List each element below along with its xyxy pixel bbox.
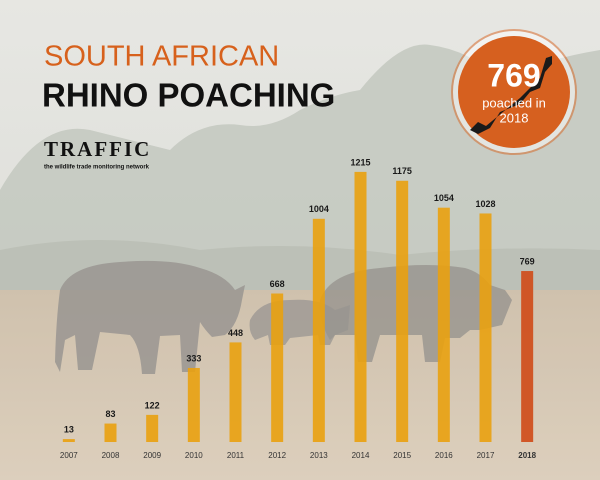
x-tick-label: 2016 [435, 451, 453, 460]
bar [437, 207, 450, 442]
x-tick-label: 2009 [143, 451, 161, 460]
x-tick-label: 2011 [227, 451, 245, 460]
bar [521, 271, 534, 442]
logo: TRAFFIC [44, 137, 151, 161]
x-tick-label: 2014 [352, 451, 370, 460]
chart-title: SOUTH AFRICAN [44, 41, 279, 73]
x-tick-label: 2007 [60, 451, 78, 460]
bar [479, 213, 492, 442]
bar [271, 293, 284, 442]
value-label: 448 [228, 328, 243, 338]
badge [458, 36, 570, 148]
mountains [0, 44, 600, 300]
logo-tagline: the wildlife trade monitoring network [44, 165, 150, 171]
value-label: 1215 [350, 157, 370, 167]
x-tick-label: 2017 [477, 451, 495, 460]
bar [187, 367, 200, 442]
value-label: 333 [186, 353, 201, 363]
value-label: 83 [105, 409, 115, 419]
rhino [55, 260, 245, 374]
x-tick-label: 2015 [393, 451, 411, 460]
badge-value: 769 [487, 57, 540, 93]
value-label: 1175 [392, 166, 412, 176]
badge-text: poached in [482, 95, 546, 110]
rhino [319, 265, 512, 362]
bar [229, 342, 242, 442]
value-label: 1004 [309, 204, 329, 214]
value-label: 1054 [434, 193, 454, 203]
x-tick-label: 2013 [310, 451, 328, 460]
value-label: 13 [64, 424, 74, 434]
x-tick-label: 2018 [518, 451, 536, 460]
bar [312, 218, 325, 442]
bar [354, 171, 367, 442]
bar [396, 180, 409, 443]
x-tick-label: 2008 [102, 451, 120, 460]
value-label: 122 [145, 400, 160, 410]
x-tick-label: 2012 [268, 451, 286, 460]
chart-subtitle: RHINO POACHING [42, 77, 335, 114]
bar [146, 414, 159, 442]
value-label: 668 [270, 279, 285, 289]
value-label: 1028 [475, 199, 495, 209]
badge-text: 2018 [500, 110, 529, 125]
value-label: 769 [520, 256, 535, 266]
bar [62, 439, 75, 442]
rifle-icon [470, 56, 552, 134]
x-tick-label: 2010 [185, 451, 203, 460]
bar [104, 423, 117, 442]
